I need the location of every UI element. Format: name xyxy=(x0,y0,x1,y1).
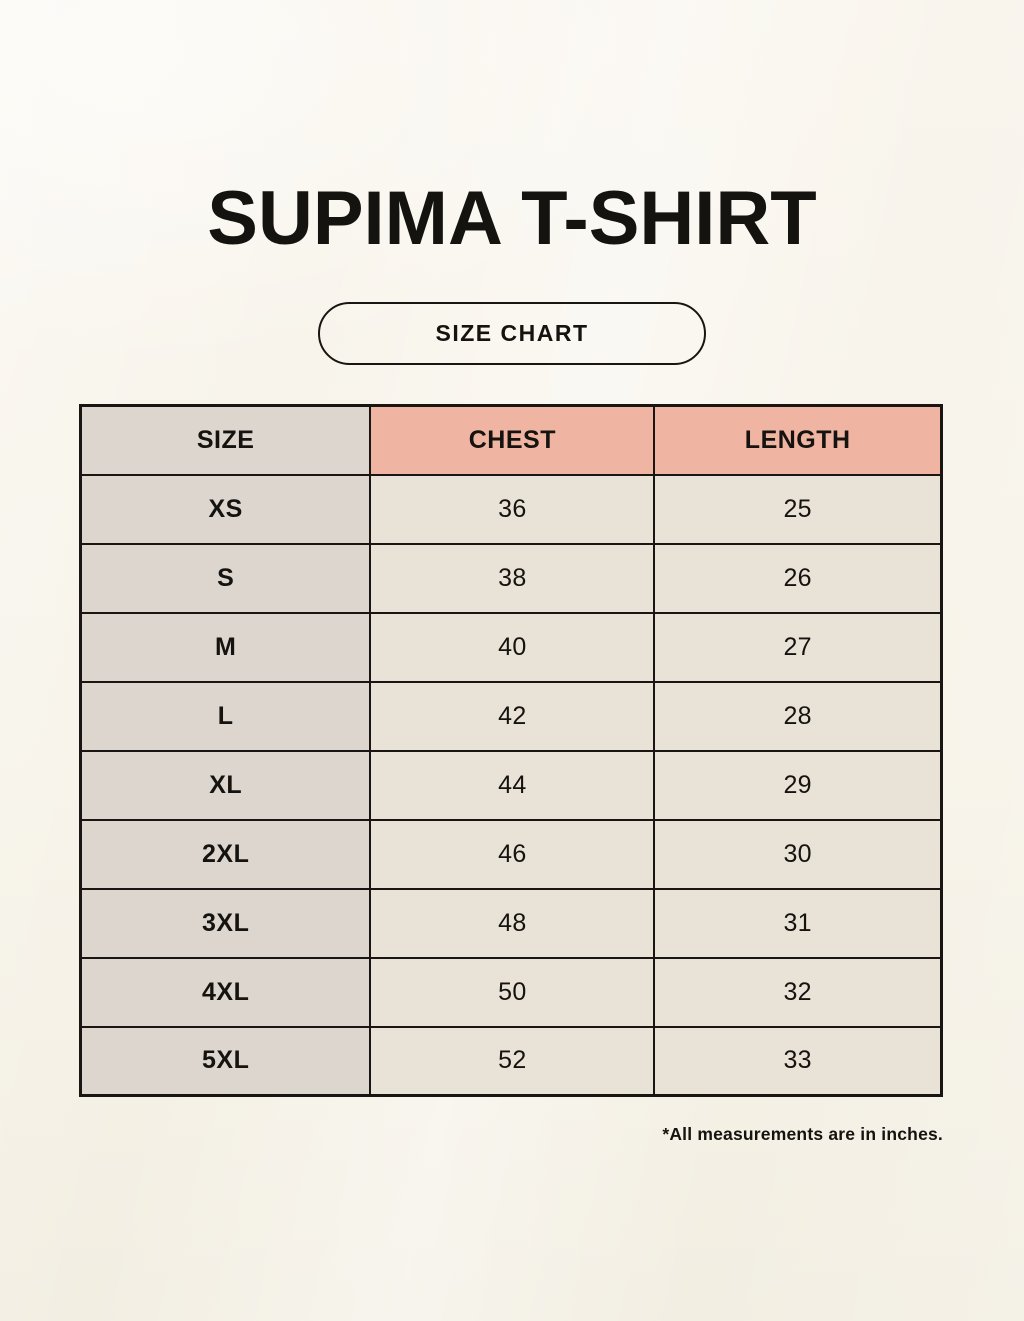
table-row: 2XL 46 30 xyxy=(79,818,943,890)
size-cell: XL xyxy=(79,749,372,821)
size-chart-badge-label: SIZE CHART xyxy=(435,320,589,346)
table-row: 4XL 50 32 xyxy=(79,956,943,1028)
length-cell: 27 xyxy=(653,611,943,683)
size-cell: 4XL xyxy=(79,956,372,1028)
table-row: 5XL 52 33 xyxy=(79,1025,943,1097)
size-cell: M xyxy=(79,611,372,683)
length-cell: 32 xyxy=(653,956,943,1028)
length-cell: 28 xyxy=(653,680,943,752)
chest-cell: 40 xyxy=(369,611,656,683)
chest-cell: 50 xyxy=(369,956,656,1028)
length-cell: 25 xyxy=(653,473,943,545)
table-row: L 42 28 xyxy=(79,680,943,752)
chest-cell: 44 xyxy=(369,749,656,821)
length-cell: 33 xyxy=(653,1025,943,1097)
col-header-chest: CHEST xyxy=(369,404,656,476)
table-row: M 40 27 xyxy=(79,611,943,683)
length-cell: 26 xyxy=(653,542,943,614)
size-cell: XS xyxy=(79,473,372,545)
chest-cell: 48 xyxy=(369,887,656,959)
table-header-row: SIZE CHEST LENGTH xyxy=(79,404,943,476)
table-row: S 38 26 xyxy=(79,542,943,614)
measurements-footnote: *All measurements are in inches. xyxy=(662,1124,943,1144)
size-cell: 3XL xyxy=(79,887,372,959)
length-cell: 29 xyxy=(653,749,943,821)
size-cell: 2XL xyxy=(79,818,372,890)
chest-cell: 52 xyxy=(369,1025,656,1097)
table-row: XL 44 29 xyxy=(79,749,943,821)
length-cell: 31 xyxy=(653,887,943,959)
col-header-length: LENGTH xyxy=(653,404,943,476)
page-title: SUPIMA T-SHIRT xyxy=(207,176,817,261)
chest-cell: 42 xyxy=(369,680,656,752)
chest-cell: 38 xyxy=(369,542,656,614)
table-row: XS 36 25 xyxy=(79,473,943,545)
size-cell: L xyxy=(79,680,372,752)
chest-cell: 46 xyxy=(369,818,656,890)
size-cell: 5XL xyxy=(79,1025,372,1097)
table-row: 3XL 48 31 xyxy=(79,887,943,959)
chest-cell: 36 xyxy=(369,473,656,545)
size-chart-badge: SIZE CHART xyxy=(318,302,706,365)
size-cell: S xyxy=(79,542,372,614)
col-header-size: SIZE xyxy=(79,404,372,476)
size-chart-table: SIZE CHEST LENGTH XS 36 25 S 38 26 M 40 … xyxy=(79,404,943,1097)
length-cell: 30 xyxy=(653,818,943,890)
